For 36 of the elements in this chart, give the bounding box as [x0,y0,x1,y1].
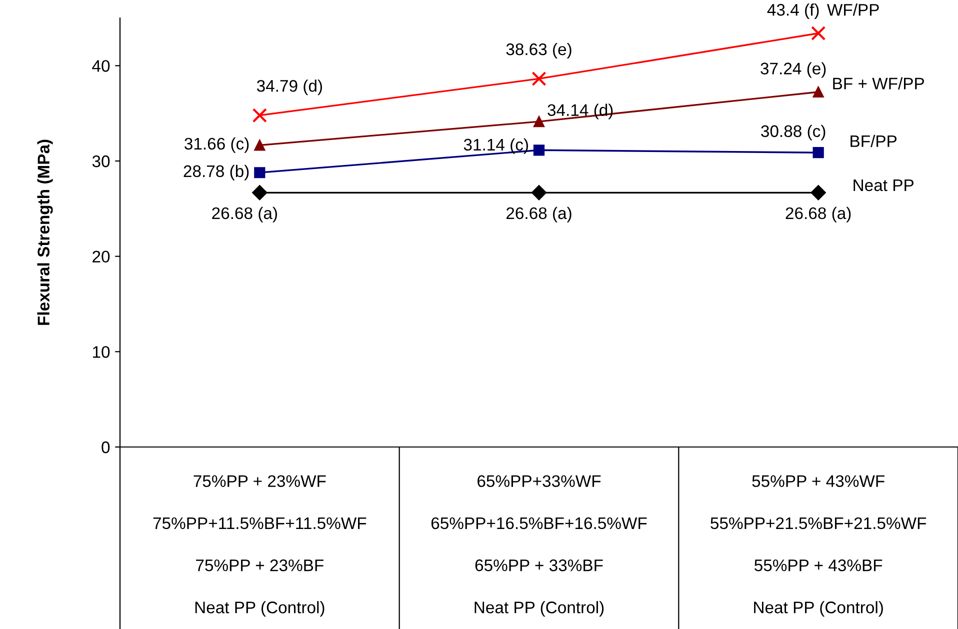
point [254,167,266,178]
data-label: 31.14 (c) [464,138,528,154]
data-label: 38.63 (e) [506,42,572,58]
series-label: Neat PP [854,179,914,192]
point [252,185,268,200]
point [811,26,826,41]
point [254,140,266,151]
series-label: WF/PP [827,3,879,16]
data-label: 31.66 (c) [184,137,249,153]
y-tick-label: 30 [92,155,110,168]
series-label: BF/PP [850,134,897,148]
y-axis-title: Flexural Strength (MPa) [37,140,53,325]
category-label: 65%PP+33%WF 65%PP+16.5%BF+16.5%WF 65%PP + 33%BF Neat PP (Control) [431,475,647,617]
point [533,144,545,156]
point [810,185,826,200]
point [812,86,824,98]
category-label: 75%PP + 23%WF 75%PP+11.5%BF+11.5%WF 75%PP + 23%BF Neat PP (Control) [153,475,366,617]
y-tick-label: 10 [93,346,110,358]
y-tick-label: 20 [92,250,110,263]
data-label: 26.68 (a) [786,206,851,222]
series-label: BF + WF/PP [833,77,924,90]
point [531,185,547,200]
data-label: 30.88 (c) [761,124,826,140]
y-tick-label: 0 [102,441,110,454]
data-label: 26.68 (a) [212,206,277,222]
data-label: 28.78 (b) [184,164,249,180]
point [533,116,545,128]
point [812,147,824,158]
point [532,71,546,86]
y-tick-label: 40 [92,60,110,72]
data-label: 37.24 (e) [760,62,826,78]
data-label: 34.79 (d) [256,80,322,96]
point [252,108,267,123]
data-label: 43.4 (f) [767,3,819,20]
data-label: 26.68 (a) [506,206,572,222]
category-label: 55%PP + 43%WF 55%PP+21.5%BF+21.5%WF 55%PP + 43%BF Neat PP (Control) [710,475,926,617]
